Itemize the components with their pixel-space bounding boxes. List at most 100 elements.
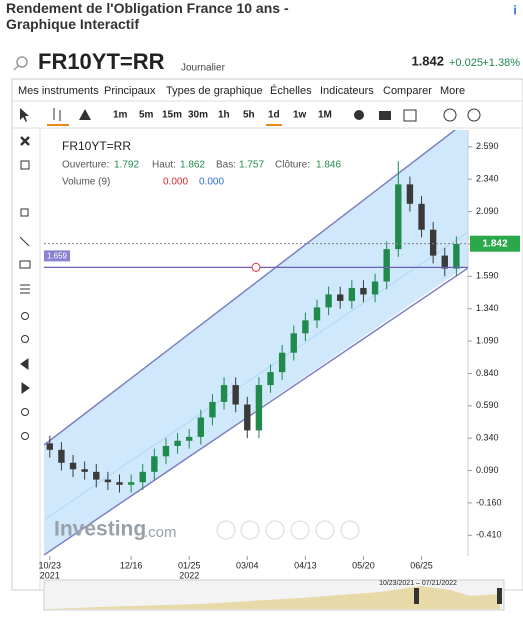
info-label: Ouverture:	[62, 160, 109, 171]
interval[interactable]: 1M	[318, 110, 332, 121]
line-handle[interactable]	[251, 262, 261, 272]
tool[interactable]	[20, 358, 29, 370]
candle-body	[267, 372, 274, 386]
zoom-button[interactable]	[265, 520, 285, 540]
y-tick-label: 1.090	[476, 335, 499, 345]
tool[interactable]	[19, 260, 31, 269]
candle-body	[162, 445, 170, 457]
x-tick-label: 01/25	[178, 560, 201, 570]
x-tick-label: 04/13	[294, 560, 317, 570]
candle-body	[93, 471, 100, 480]
menu-item[interactable]: Principaux	[104, 85, 156, 97]
upload-icon[interactable]	[467, 108, 481, 122]
menu-item[interactable]: Indicateurs	[320, 85, 374, 97]
y-tick-label: 2.590	[476, 141, 499, 151]
candle-body	[371, 281, 379, 295]
y-tick-label: 0.590	[476, 400, 499, 410]
close-tool[interactable]	[20, 136, 30, 146]
candle-body	[69, 462, 77, 470]
horizontal-line-label: 1.659	[47, 251, 68, 260]
candle-body	[441, 255, 448, 269]
y-tick-label: 2.340	[476, 174, 499, 184]
interval[interactable]: 1h	[218, 110, 230, 121]
info-label: Bas:	[216, 160, 236, 171]
y-tick-label: -0.160	[476, 497, 502, 507]
menu-item[interactable]: Comparer	[383, 85, 432, 97]
candle-body	[104, 479, 112, 483]
menu-item[interactable]: Mes instruments	[18, 85, 99, 97]
y-tick-label: 0.340	[476, 433, 499, 443]
interval[interactable]: 1d	[268, 110, 280, 121]
menu-item[interactable]: Types de graphique	[166, 85, 263, 97]
candle-icon[interactable]	[53, 108, 61, 121]
tool[interactable]	[21, 312, 29, 320]
candle-body	[418, 203, 425, 230]
info-label: Haut:	[152, 160, 176, 171]
cursor-icon[interactable]	[20, 108, 29, 122]
candle-body	[395, 184, 402, 250]
candle-body	[116, 482, 123, 485]
volume-value: 0.000	[163, 177, 188, 188]
candle-body	[186, 436, 193, 441]
tool[interactable]	[21, 432, 29, 440]
candle-body	[313, 307, 321, 321]
zoom-button[interactable]	[216, 520, 236, 540]
y-tick-label: 1.590	[476, 271, 499, 281]
drawing-tools	[19, 136, 31, 440]
camera-icon[interactable]	[379, 111, 391, 120]
search-icon[interactable]	[13, 56, 28, 71]
tool[interactable]	[19, 236, 30, 247]
zoom-button[interactable]	[240, 520, 260, 540]
settings-icon[interactable]	[354, 110, 364, 120]
zoom-button[interactable]	[315, 520, 335, 540]
x-year-label: 2021	[40, 570, 60, 580]
candle-body	[81, 469, 88, 472]
download-icon[interactable]	[443, 108, 457, 122]
channel-fill	[44, 130, 468, 555]
candle-body	[302, 320, 309, 334]
tool[interactable]	[20, 160, 30, 170]
menu-item[interactable]: Échelles	[270, 84, 312, 97]
interval[interactable]: 5h	[243, 110, 255, 121]
horizontal-line-tag	[44, 250, 70, 262]
candle-body	[244, 404, 251, 431]
interval[interactable]: 1w	[293, 110, 307, 121]
print-icon[interactable]	[403, 109, 417, 122]
channel	[44, 130, 468, 556]
tool[interactable]	[21, 335, 29, 343]
channel-mid	[44, 231, 468, 521]
interval[interactable]: 15m	[162, 110, 182, 121]
channel-upper	[44, 130, 456, 446]
chart-symbol: FR10YT=RR	[62, 139, 131, 153]
active-interval	[266, 124, 282, 126]
zoom-button[interactable]	[340, 520, 360, 540]
symbol: FR10YT=RR	[38, 49, 165, 74]
candle-body	[360, 287, 367, 295]
navigator-handle[interactable]	[497, 588, 502, 604]
candle-body	[429, 229, 437, 256]
candle-body	[325, 294, 332, 308]
info-value: 1.792	[114, 160, 139, 171]
interval[interactable]: 30m	[188, 110, 208, 121]
x-tick-label: 06/25	[410, 560, 433, 570]
candle-body	[290, 333, 297, 353]
candle-body	[197, 417, 205, 437]
candle-body	[58, 449, 65, 463]
tool[interactable]	[21, 408, 29, 416]
info-value: 1.862	[180, 160, 205, 171]
x-tick-label: 03/04	[236, 560, 259, 570]
menu-item[interactable]: More	[440, 85, 465, 97]
tool[interactable]	[20, 208, 29, 217]
y-tick-label: 0.840	[476, 368, 499, 378]
mountain-icon[interactable]	[79, 109, 91, 120]
tool[interactable]	[21, 382, 30, 394]
tool[interactable]	[20, 284, 30, 294]
candle-body	[139, 471, 146, 483]
candle-body	[406, 184, 414, 204]
zoom-button[interactable]	[290, 520, 310, 540]
navigator-handle[interactable]	[414, 588, 419, 604]
candle-body	[232, 385, 239, 405]
interval[interactable]: 1m	[113, 110, 128, 121]
info-icon[interactable]: i	[513, 2, 517, 17]
interval[interactable]: 5m	[139, 110, 154, 121]
